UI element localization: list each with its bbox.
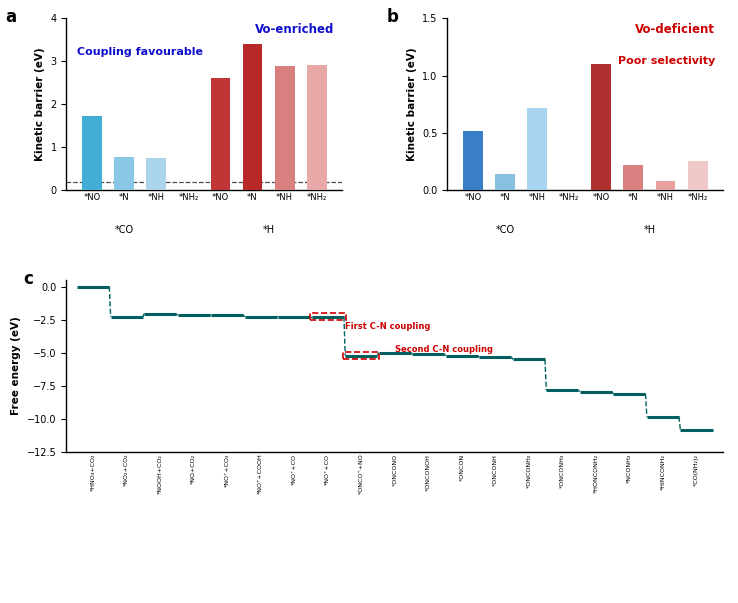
Text: Coupling favourable: Coupling favourable xyxy=(77,48,204,57)
Text: Vo-deficient: Vo-deficient xyxy=(635,24,715,36)
Bar xyxy=(591,64,611,191)
Text: a: a xyxy=(6,8,17,26)
Bar xyxy=(527,108,547,191)
Text: Poor selectivity: Poor selectivity xyxy=(618,56,715,66)
Text: b: b xyxy=(387,8,399,26)
Bar xyxy=(146,158,166,191)
Text: *CO: *CO xyxy=(114,225,134,235)
Text: c: c xyxy=(24,270,34,288)
Bar xyxy=(243,44,263,191)
Text: *H: *H xyxy=(263,225,275,235)
Bar xyxy=(275,66,294,191)
Bar xyxy=(114,157,134,191)
Bar xyxy=(210,78,230,191)
Text: Second C-N coupling: Second C-N coupling xyxy=(395,345,493,354)
Y-axis label: Kinetic barrier (eV): Kinetic barrier (eV) xyxy=(35,48,45,161)
Bar xyxy=(655,181,675,191)
Text: First C-N coupling: First C-N coupling xyxy=(345,322,430,331)
Text: Vo-enriched: Vo-enriched xyxy=(255,24,334,36)
Bar xyxy=(82,116,102,191)
Bar xyxy=(343,352,379,359)
Y-axis label: Free energy (eV): Free energy (eV) xyxy=(11,317,21,415)
Bar xyxy=(463,131,483,191)
Text: *CO: *CO xyxy=(495,225,514,235)
Text: *H: *H xyxy=(644,225,655,235)
Bar xyxy=(307,66,327,191)
Bar xyxy=(624,165,644,191)
Bar xyxy=(310,313,346,320)
Bar xyxy=(495,174,515,191)
Bar xyxy=(688,160,708,191)
Y-axis label: Kinetic barrier (eV): Kinetic barrier (eV) xyxy=(407,48,417,161)
